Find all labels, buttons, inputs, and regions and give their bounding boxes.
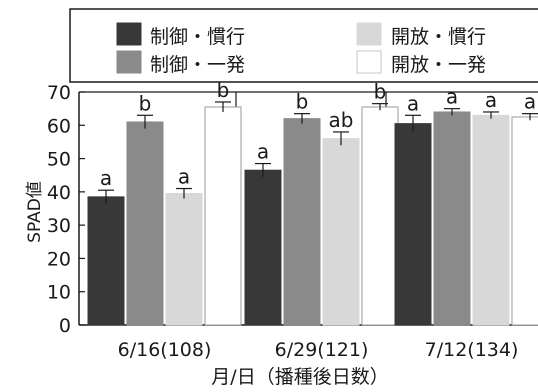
significance-letter-1-4: b	[217, 78, 230, 102]
bar-1-2	[126, 121, 164, 326]
legend-label-4: 開放・一発	[391, 54, 486, 76]
y-tick-label-0: 0	[59, 315, 71, 337]
y-tick-label-50: 50	[47, 149, 71, 171]
legend-swatch-4	[356, 50, 382, 74]
significance-letter-1-2: b	[139, 91, 152, 115]
bar-1-4	[204, 106, 242, 326]
bar-1-1	[87, 196, 125, 326]
y-tick-label-70: 70	[47, 82, 71, 104]
bar-2-3	[322, 138, 360, 326]
legend-label-2: 制御・一発	[150, 54, 245, 76]
x-category-label-2: 6/29(121)	[275, 339, 369, 361]
bar-2-1	[244, 169, 282, 326]
bar-3-3	[472, 114, 510, 326]
significance-letter-1-1: a	[100, 166, 112, 190]
legend-swatch-3	[356, 22, 382, 46]
legend-swatch-1	[116, 22, 142, 46]
x-category-label-1: 6/16(108)	[118, 339, 212, 361]
bar-3-1	[394, 123, 432, 326]
bar-2-4	[361, 106, 399, 326]
significance-letter-2-1: a	[257, 140, 269, 164]
x-axis-label: 月/日（播種後日数）	[211, 366, 388, 388]
significance-letter-2-2: b	[296, 90, 309, 114]
y-tick-label-60: 60	[47, 115, 71, 137]
y-tick-label-10: 10	[47, 282, 71, 304]
significance-letter-2-3: ab	[329, 108, 354, 132]
y-tick-label-40: 40	[47, 182, 71, 204]
bars	[87, 101, 538, 326]
x-category-label-3: 7/12(134)	[425, 339, 519, 361]
legend-box	[69, 8, 538, 83]
legend-label-1: 制御・慣行	[150, 26, 245, 48]
bar-3-4	[511, 116, 538, 326]
significance-letter-3-2: a	[446, 85, 458, 109]
significance-letter-2-4: b	[374, 80, 387, 104]
legend-swatch-2	[116, 50, 142, 74]
y-tick-label-30: 30	[47, 215, 71, 237]
significance-letter-3-4: a	[524, 90, 536, 114]
y-axis-label: SPAD値	[25, 181, 45, 243]
significance-letter-3-3: a	[485, 88, 497, 112]
bar-1-3	[165, 193, 203, 326]
legend-label-3: 開放・慣行	[391, 26, 486, 48]
bar-2-2	[283, 118, 321, 326]
significance-letter-3-1: a	[407, 91, 419, 115]
significance-letter-1-3: a	[178, 165, 190, 189]
y-tick-label-20: 20	[47, 248, 71, 270]
bar-3-2	[433, 111, 471, 326]
